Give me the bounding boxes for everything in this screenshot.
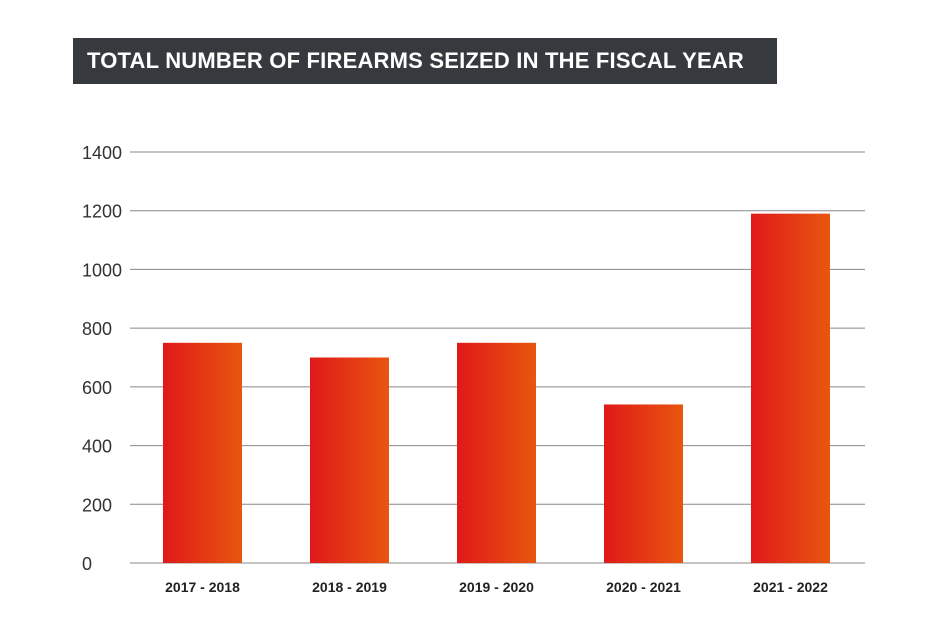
- y-tick-label: 1200: [82, 202, 122, 222]
- y-tick-label: 600: [82, 378, 112, 398]
- bar: [310, 357, 389, 563]
- chart-title: TOTAL NUMBER OF FIREARMS SEIZED IN THE F…: [73, 38, 777, 84]
- y-tick-label: 0: [82, 554, 92, 574]
- y-tick-label: 1000: [82, 260, 122, 280]
- bar: [604, 404, 683, 563]
- bar: [751, 213, 830, 563]
- x-tick-label: 2019 - 2020: [459, 579, 534, 595]
- x-tick-label: 2018 - 2019: [312, 579, 387, 595]
- y-tick-label: 800: [82, 319, 112, 339]
- y-tick-label: 1400: [82, 143, 122, 163]
- bar: [457, 342, 536, 563]
- bar: [163, 342, 242, 563]
- x-tick-label: 2020 - 2021: [606, 579, 681, 595]
- x-tick-label: 2021 - 2022: [753, 579, 828, 595]
- y-tick-label: 200: [82, 495, 112, 515]
- x-tick-label: 2017 - 2018: [165, 579, 240, 595]
- y-tick-label: 400: [82, 437, 112, 457]
